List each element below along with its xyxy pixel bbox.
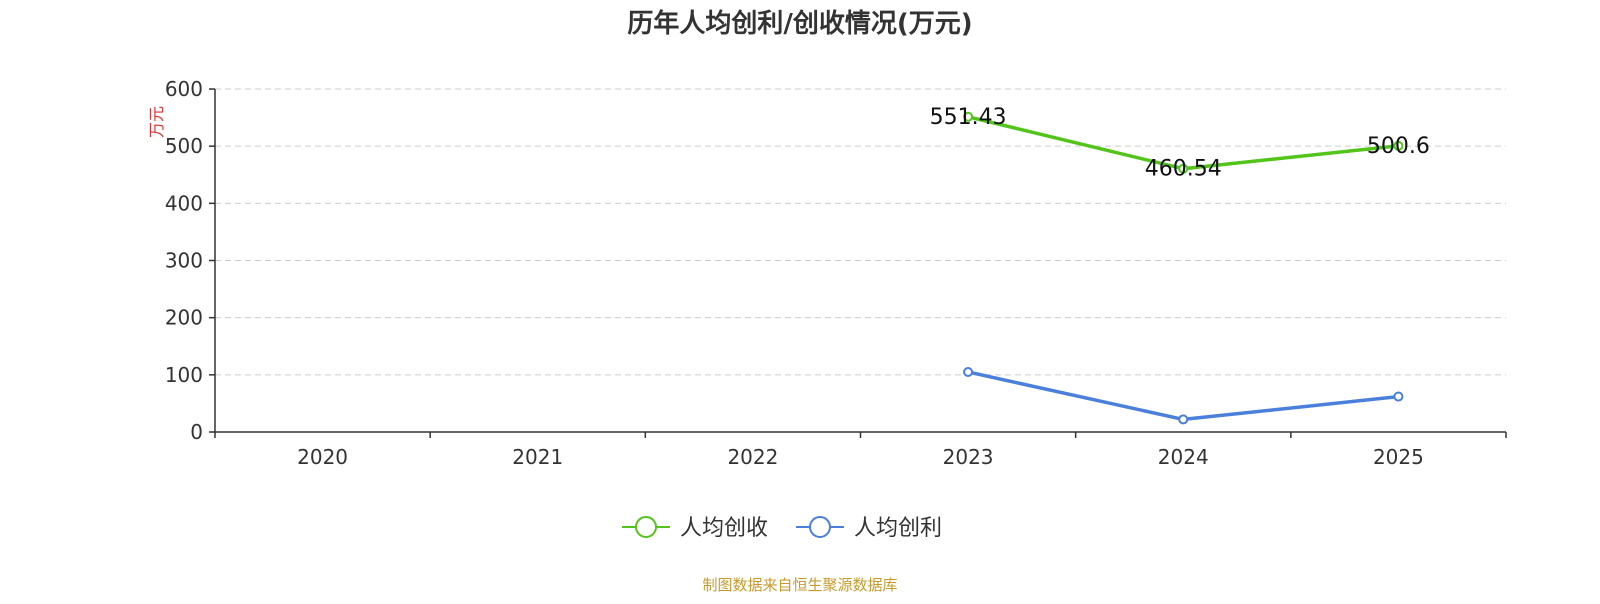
grid-lines	[215, 88, 1506, 376]
y-tick-label: 300	[165, 249, 203, 273]
data-label: 460.54	[1145, 157, 1222, 182]
x-tick-label: 2025	[1373, 445, 1424, 469]
y-tick-label: 400	[165, 191, 203, 215]
legend: 人均创收 人均创利	[622, 516, 942, 541]
data-label: 500.6	[1367, 134, 1430, 159]
chart-title: 历年人均创利/创收情况(万元)	[627, 8, 972, 39]
x-tick-label: 2022	[727, 445, 778, 469]
y-tick-label: 0	[190, 420, 203, 444]
x-tick-label: 2024	[1158, 445, 1209, 469]
y-tick-label: 100	[165, 363, 203, 387]
legend-marker	[809, 516, 831, 538]
data-point	[1178, 163, 1189, 174]
y-tick-label: 600	[165, 77, 203, 101]
y-tick-label: 500	[165, 134, 203, 158]
x-tick-label: 2023	[943, 445, 994, 469]
legend-item-1: 人均创利	[796, 516, 942, 541]
x-tick-label: 2021	[512, 445, 563, 469]
series-line-1	[967, 370, 1399, 422]
data-point	[963, 366, 974, 377]
data-point	[963, 111, 974, 122]
source-note: 制图数据来自恒生聚源数据库	[702, 576, 897, 594]
legend-label: 人均创收	[680, 516, 768, 541]
legend-marker	[635, 516, 657, 538]
data-label: 551.43	[930, 105, 1007, 130]
data-point	[1393, 140, 1404, 151]
data-point	[1178, 414, 1189, 425]
data-point	[1393, 391, 1404, 402]
axes: 0 100 200 300 400 500 600 2020 2021 2022 2023 2024 2…	[165, 77, 1507, 469]
y-axis-label: 万元	[147, 106, 166, 138]
data-labels: 551.43 460.54 500.6	[930, 105, 1430, 182]
y-tick-label: 200	[165, 306, 203, 330]
x-tick-label: 2020	[297, 445, 348, 469]
legend-label: 人均创利	[854, 516, 942, 541]
series-layer	[963, 111, 1404, 425]
legend-item-0: 人均创收	[622, 516, 768, 541]
